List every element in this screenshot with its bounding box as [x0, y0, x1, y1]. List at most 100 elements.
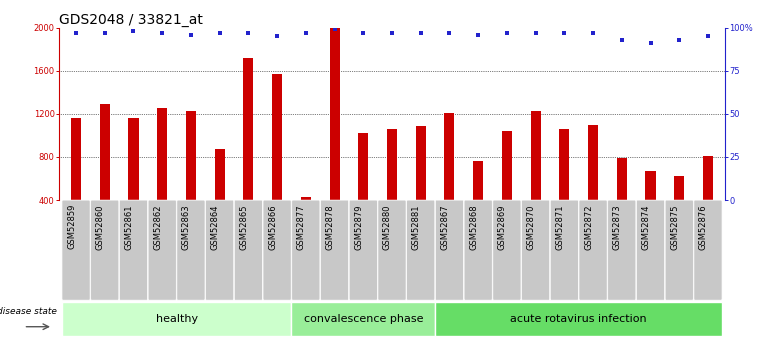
- FancyBboxPatch shape: [435, 200, 463, 300]
- Bar: [435, 302, 722, 336]
- Text: disease state: disease state: [0, 307, 56, 316]
- Bar: [100, 104, 110, 243]
- Bar: [588, 125, 598, 243]
- Text: GSM52867: GSM52867: [441, 204, 449, 250]
- FancyBboxPatch shape: [665, 200, 693, 300]
- Point: [673, 37, 685, 42]
- Text: GSM52870: GSM52870: [527, 204, 535, 249]
- Bar: [292, 302, 435, 336]
- FancyBboxPatch shape: [177, 200, 205, 300]
- Bar: [703, 156, 713, 243]
- Point: [386, 30, 398, 36]
- Bar: [62, 302, 292, 336]
- FancyBboxPatch shape: [378, 200, 406, 300]
- Text: GSM52872: GSM52872: [584, 204, 593, 249]
- Point: [529, 30, 542, 36]
- Bar: [445, 113, 455, 243]
- Point: [443, 30, 456, 36]
- Point: [558, 30, 571, 36]
- Bar: [301, 197, 310, 243]
- FancyBboxPatch shape: [521, 200, 550, 300]
- FancyBboxPatch shape: [148, 200, 176, 300]
- Point: [644, 40, 657, 46]
- FancyBboxPatch shape: [493, 200, 521, 300]
- Point: [415, 30, 427, 36]
- Bar: [674, 176, 684, 243]
- Point: [185, 32, 198, 37]
- Text: GSM52881: GSM52881: [412, 204, 421, 249]
- Point: [156, 30, 169, 36]
- Point: [501, 30, 514, 36]
- Point: [270, 33, 283, 39]
- Point: [70, 30, 82, 36]
- Text: GSM52879: GSM52879: [354, 204, 363, 249]
- FancyBboxPatch shape: [62, 200, 90, 300]
- Text: GSM52875: GSM52875: [670, 204, 679, 249]
- FancyBboxPatch shape: [349, 200, 377, 300]
- Text: GSM52865: GSM52865: [239, 204, 249, 249]
- FancyBboxPatch shape: [464, 200, 492, 300]
- FancyBboxPatch shape: [234, 200, 263, 300]
- Point: [615, 37, 628, 42]
- Bar: [243, 58, 253, 243]
- Bar: [129, 118, 139, 243]
- Point: [586, 30, 599, 36]
- Point: [357, 30, 369, 36]
- FancyBboxPatch shape: [263, 200, 291, 300]
- Bar: [559, 129, 569, 243]
- Text: GSM52873: GSM52873: [613, 204, 622, 250]
- Bar: [645, 171, 655, 243]
- FancyBboxPatch shape: [119, 200, 147, 300]
- Point: [472, 32, 485, 37]
- FancyBboxPatch shape: [321, 200, 349, 300]
- Bar: [186, 111, 196, 243]
- Text: GDS2048 / 33821_at: GDS2048 / 33821_at: [59, 12, 203, 27]
- Point: [702, 33, 714, 39]
- Bar: [215, 149, 225, 243]
- Text: GSM52878: GSM52878: [325, 204, 335, 250]
- Bar: [617, 158, 627, 243]
- FancyBboxPatch shape: [91, 200, 119, 300]
- Point: [328, 27, 341, 32]
- FancyBboxPatch shape: [608, 200, 636, 300]
- Text: GSM52871: GSM52871: [555, 204, 564, 249]
- Bar: [474, 161, 483, 243]
- FancyBboxPatch shape: [205, 200, 234, 300]
- Text: GSM52877: GSM52877: [297, 204, 306, 250]
- Bar: [272, 74, 282, 243]
- Text: GSM52859: GSM52859: [67, 204, 76, 249]
- Text: healthy: healthy: [155, 314, 198, 324]
- Text: GSM52869: GSM52869: [498, 204, 507, 249]
- Text: convalescence phase: convalescence phase: [303, 314, 423, 324]
- Point: [99, 30, 111, 36]
- Text: GSM52868: GSM52868: [469, 204, 478, 250]
- Text: GSM52860: GSM52860: [96, 204, 105, 249]
- Text: GSM52863: GSM52863: [182, 204, 191, 250]
- Bar: [157, 108, 167, 243]
- Text: GSM52880: GSM52880: [383, 204, 392, 249]
- FancyBboxPatch shape: [637, 200, 665, 300]
- Bar: [329, 28, 339, 243]
- Point: [213, 30, 226, 36]
- Point: [242, 30, 255, 36]
- Text: GSM52861: GSM52861: [125, 204, 133, 249]
- Text: acute rotavirus infection: acute rotavirus infection: [510, 314, 647, 324]
- FancyBboxPatch shape: [579, 200, 607, 300]
- Bar: [531, 111, 541, 243]
- Bar: [358, 133, 368, 243]
- Bar: [416, 126, 426, 243]
- FancyBboxPatch shape: [694, 200, 722, 300]
- Text: GSM52866: GSM52866: [268, 204, 277, 250]
- Bar: [71, 118, 81, 243]
- Text: GSM52874: GSM52874: [641, 204, 651, 249]
- Bar: [502, 131, 512, 243]
- Point: [299, 30, 312, 36]
- Bar: [387, 129, 397, 243]
- FancyBboxPatch shape: [550, 200, 579, 300]
- Text: GSM52876: GSM52876: [699, 204, 708, 250]
- Point: [127, 28, 140, 34]
- FancyBboxPatch shape: [407, 200, 435, 300]
- Text: GSM52862: GSM52862: [153, 204, 162, 249]
- FancyBboxPatch shape: [292, 200, 320, 300]
- Text: GSM52864: GSM52864: [211, 204, 220, 249]
